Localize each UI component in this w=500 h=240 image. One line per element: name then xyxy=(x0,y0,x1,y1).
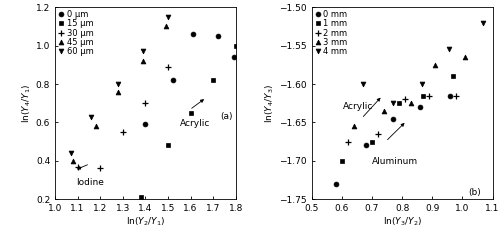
Text: Aluminum: Aluminum xyxy=(372,157,418,166)
Text: (b): (b) xyxy=(468,188,481,197)
4 mm xyxy=(480,21,486,24)
Y-axis label: ln($Y_4$/$Y_1$): ln($Y_4$/$Y_1$) xyxy=(20,84,33,123)
60 μm xyxy=(116,83,121,85)
Line: 45 μm: 45 μm xyxy=(70,24,168,163)
4 mm xyxy=(360,83,366,85)
Line: 0 mm: 0 mm xyxy=(334,93,452,186)
3 mm xyxy=(408,102,414,105)
0 μm xyxy=(190,33,196,36)
15 μm xyxy=(188,111,194,114)
1 mm xyxy=(450,75,456,78)
3 mm xyxy=(381,109,387,112)
0 mm xyxy=(333,182,339,185)
Line: 15 μm: 15 μm xyxy=(138,43,238,200)
60 μm xyxy=(140,50,146,53)
Line: 0 μm: 0 μm xyxy=(143,32,236,127)
4 mm xyxy=(418,83,424,85)
60 μm xyxy=(88,115,94,118)
15 μm xyxy=(138,196,144,199)
1 mm xyxy=(339,159,345,162)
0 mm xyxy=(363,144,369,147)
2 mm xyxy=(426,94,432,97)
0 μm xyxy=(142,123,148,126)
0 mm xyxy=(448,94,454,97)
Line: 30 μm: 30 μm xyxy=(74,64,171,172)
45 μm xyxy=(70,159,76,162)
30 μm xyxy=(120,131,126,133)
2 mm xyxy=(345,140,351,143)
X-axis label: ln($Y_3$/$Y_2$): ln($Y_3$/$Y_2$) xyxy=(382,216,422,228)
0 μm xyxy=(170,79,175,82)
45 μm xyxy=(162,25,168,28)
1 mm xyxy=(369,140,375,143)
45 μm xyxy=(92,125,98,128)
Line: 3 mm: 3 mm xyxy=(352,55,468,129)
3 mm xyxy=(351,125,357,128)
60 μm xyxy=(68,152,74,155)
15 μm xyxy=(233,44,239,47)
0 μm xyxy=(214,35,220,37)
Line: 4 mm: 4 mm xyxy=(360,20,486,106)
45 μm xyxy=(140,60,146,62)
Line: 2 mm: 2 mm xyxy=(344,92,460,145)
4 mm xyxy=(390,102,396,105)
0 mm xyxy=(417,106,423,108)
2 mm xyxy=(454,94,460,97)
30 μm xyxy=(74,165,80,168)
30 μm xyxy=(165,65,171,68)
30 μm xyxy=(142,102,148,105)
60 μm xyxy=(165,15,171,18)
Text: Acrylic: Acrylic xyxy=(180,119,211,128)
15 μm xyxy=(210,79,216,82)
1 mm xyxy=(396,102,402,105)
1 mm xyxy=(420,94,426,97)
2 mm xyxy=(375,132,381,135)
Line: 1 mm: 1 mm xyxy=(340,74,456,163)
Text: Acrylic: Acrylic xyxy=(344,102,374,111)
3 mm xyxy=(462,56,468,59)
0 μm xyxy=(230,56,236,59)
2 mm xyxy=(402,98,408,101)
Legend: 0 mm, 1 mm, 2 mm, 3 mm, 4 mm: 0 mm, 1 mm, 2 mm, 3 mm, 4 mm xyxy=(314,9,348,57)
45 μm xyxy=(116,90,121,93)
Text: (a): (a) xyxy=(220,112,232,120)
15 μm xyxy=(165,144,171,147)
Legend: 0 μm, 15 μm, 30 μm, 45 μm, 60 μm: 0 μm, 15 μm, 30 μm, 45 μm, 60 μm xyxy=(56,9,94,57)
30 μm xyxy=(97,167,103,170)
Line: 60 μm: 60 μm xyxy=(68,14,170,156)
3 mm xyxy=(432,63,438,66)
Text: Iodine: Iodine xyxy=(76,178,104,187)
4 mm xyxy=(446,48,452,51)
0 mm xyxy=(390,117,396,120)
Y-axis label: ln($Y_4$/$Y_3$): ln($Y_4$/$Y_3$) xyxy=(264,84,276,123)
X-axis label: ln($Y_2$/$Y_1$): ln($Y_2$/$Y_1$) xyxy=(126,216,165,228)
